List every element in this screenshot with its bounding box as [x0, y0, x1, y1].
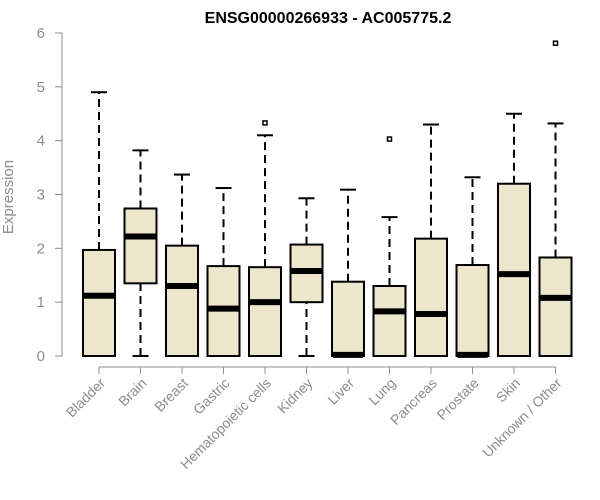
- iqr-box: [82, 248, 116, 357]
- box-skin: [497, 112, 531, 357]
- y-tick-label: 5: [37, 79, 45, 96]
- y-tick-label: 2: [37, 240, 45, 257]
- box-kidney: [289, 197, 324, 357]
- box-breast: [165, 173, 199, 357]
- box-unknown-other: [538, 40, 573, 357]
- y-tick-label: 1: [37, 294, 45, 311]
- y-axis-label: Expression: [0, 160, 17, 234]
- box-gastric: [206, 187, 241, 357]
- x-tick-label: Kidney: [274, 375, 316, 417]
- iqr-box: [165, 244, 199, 357]
- x-tick-label: Breast: [151, 375, 191, 415]
- x-tick-label: Prostate: [433, 375, 481, 423]
- x-tick-label: Lung: [365, 375, 398, 408]
- y-tick-label: 0: [37, 348, 45, 365]
- y-tick-label: 6: [37, 25, 45, 42]
- iqr-box: [331, 280, 365, 357]
- x-tick-label: Bladder: [63, 375, 109, 421]
- iqr-box: [414, 237, 448, 357]
- x-tick-label: Brain: [115, 375, 149, 409]
- y-tick-label: 3: [37, 187, 45, 204]
- iqr-box: [123, 207, 158, 285]
- outlier-point: [262, 120, 268, 126]
- box-pancreas: [414, 123, 448, 357]
- boxes-group: [82, 40, 573, 358]
- x-tick-label: Unknown / Other: [479, 375, 565, 461]
- chart-title: ENSG00000266933 - AC005775.2: [205, 10, 452, 27]
- outlier-point: [386, 136, 393, 142]
- x-tick-label: Liver: [324, 375, 357, 408]
- iqr-box: [455, 264, 490, 357]
- iqr-box: [497, 182, 531, 357]
- iqr-box: [538, 256, 573, 357]
- outlier-point: [552, 40, 559, 46]
- iqr-box: [248, 266, 282, 357]
- box-liver: [331, 188, 365, 358]
- x-tick-label: Skin: [493, 375, 524, 406]
- box-hematopoietic-cells: [248, 120, 282, 357]
- y-axis: 0 1 2 3 4 5 6: [37, 25, 63, 365]
- iqr-box: [372, 285, 407, 357]
- box-lung: [372, 136, 407, 357]
- box-prostate: [455, 176, 490, 358]
- y-tick-label: 4: [37, 133, 45, 150]
- box-brain: [123, 149, 158, 357]
- box-bladder: [82, 91, 116, 357]
